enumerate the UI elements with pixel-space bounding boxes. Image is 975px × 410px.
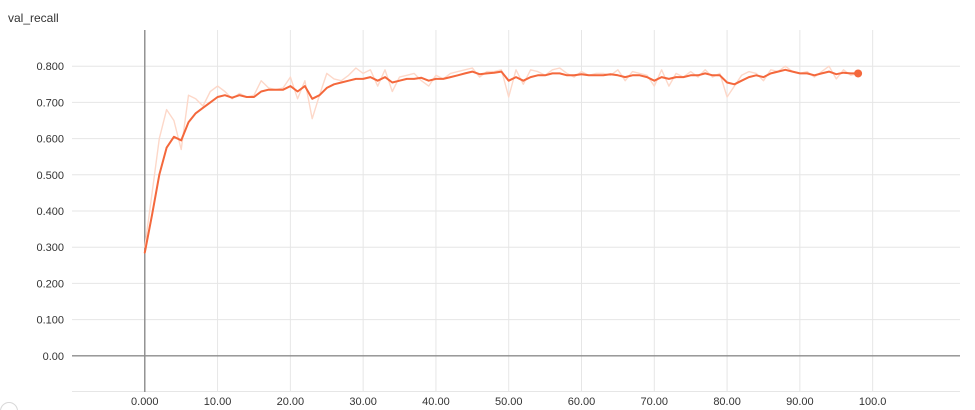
x-tick-label: 70.00 xyxy=(641,396,669,408)
y-tick-label: 0.500 xyxy=(36,170,64,182)
smoothed-series-line xyxy=(143,68,860,254)
grid-layer xyxy=(72,30,960,392)
y-tick-label: 0.00 xyxy=(43,351,64,363)
x-tick-label: 0.000 xyxy=(131,396,159,408)
x-tick-label: 60.00 xyxy=(568,396,596,408)
raw-series-line xyxy=(144,65,859,248)
y-tick-label: 0.300 xyxy=(36,242,64,254)
y-tick-label: 0.800 xyxy=(36,61,64,73)
x-tick-label: 80.00 xyxy=(713,396,741,408)
x-tick-label: 90.00 xyxy=(786,396,814,408)
x-tick-label: 100.0 xyxy=(859,396,887,408)
y-tick-label: 0.700 xyxy=(36,97,64,109)
x-tick-label: 20.00 xyxy=(277,396,305,408)
y-tick-label: 0.100 xyxy=(36,315,64,327)
y-tick-label: 0.200 xyxy=(36,278,64,290)
last-point-marker[interactable] xyxy=(854,69,863,78)
tick-label-layer: 0.000 10.00 20.00 30.00 40.00 50.00 60.00 70.00… xyxy=(36,61,886,408)
series-layer xyxy=(143,65,863,254)
y-tick-label: 0.400 xyxy=(36,206,64,218)
axis-layer xyxy=(72,30,960,392)
x-tick-label: 10.00 xyxy=(204,396,232,408)
chart-title: val_recall xyxy=(8,11,59,25)
x-tick-label: 50.00 xyxy=(495,396,523,408)
x-tick-label: 40.00 xyxy=(422,396,450,408)
y-tick-label: 0.600 xyxy=(36,134,64,146)
x-tick-label: 30.00 xyxy=(349,396,377,408)
